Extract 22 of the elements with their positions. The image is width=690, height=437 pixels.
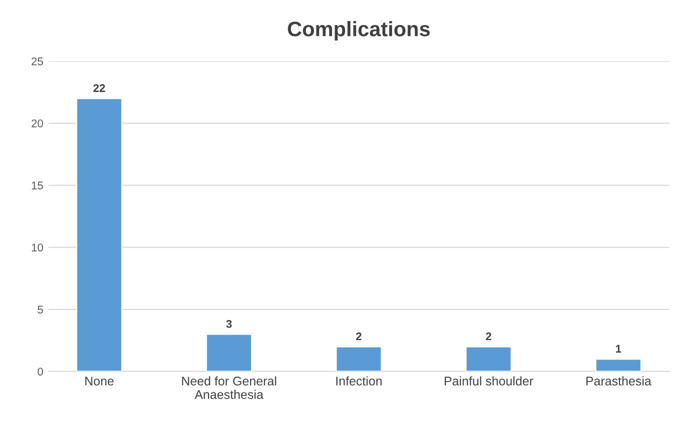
chart-title: Complications <box>288 21 430 41</box>
y-tick-label: 0 <box>38 368 44 376</box>
data-label: 2 <box>486 332 492 340</box>
bar <box>335 346 382 372</box>
data-label: 1 <box>616 344 622 353</box>
x-tick-label: Infection <box>336 376 382 386</box>
x-tick-label: None <box>85 376 114 386</box>
y-tick-label: 10 <box>32 244 44 252</box>
x-tick-label: Painful shoulder <box>444 376 534 386</box>
bar <box>465 346 512 372</box>
data-label: 2 <box>356 332 362 340</box>
y-tick-label: 15 <box>32 182 43 190</box>
bar <box>594 358 642 372</box>
bar <box>76 98 123 372</box>
y-tick-label: 20 <box>32 120 44 128</box>
y-tick-label: 5 <box>38 306 43 314</box>
data-label: 3 <box>226 320 232 328</box>
bar <box>206 334 252 372</box>
data-label: 22 <box>93 84 105 92</box>
x-tick-label: Need for General Anaesthesia <box>182 376 276 399</box>
y-tick-label: 25 <box>32 57 43 66</box>
x-tick-label: Parasthesia <box>586 376 652 386</box>
